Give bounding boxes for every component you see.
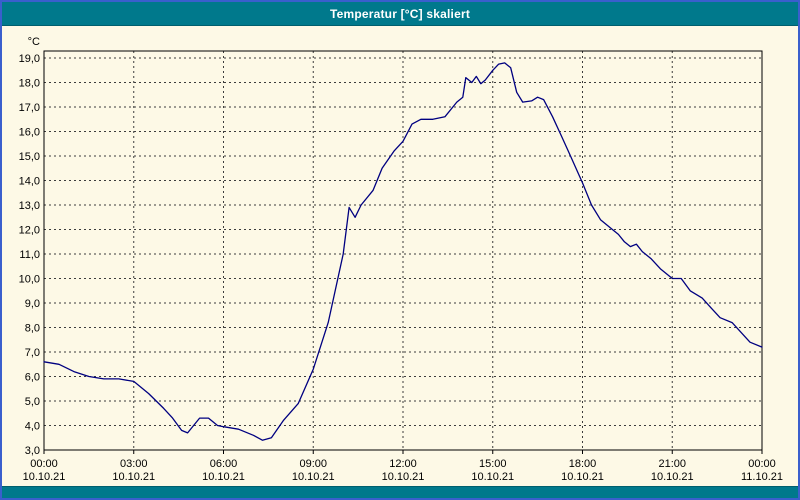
x-tick-date-label: 10.10.21 [23, 471, 66, 483]
plot-border [43, 50, 763, 451]
x-tick-time-label: 03:00 [120, 458, 148, 470]
y-tick-label: 6,0 [25, 372, 40, 384]
y-axis-unit-label: °C [28, 36, 40, 48]
x-tick-date-label: 10.10.21 [471, 471, 514, 483]
temperature-line-chart: 3,0 4,0 5,0 6,0 7,0 8,0 9,0 10,0 11,0 12,0 13,0 14,… [19, 36, 783, 483]
y-tick-label: 19,0 [19, 53, 40, 65]
x-tick-date-label: 10.10.21 [651, 471, 694, 483]
y-tick-label: 13,0 [19, 200, 40, 212]
window-bottombar [2, 486, 798, 498]
x-tick-date-label: 10.10.21 [112, 471, 155, 483]
y-tick-label: 18,0 [19, 78, 40, 90]
x-tick-time-label: 00:00 [30, 458, 58, 470]
y-tick-label: 5,0 [25, 396, 40, 408]
x-tick-time-label: 09:00 [299, 458, 327, 470]
x-tick-date-label: 10.10.21 [382, 471, 425, 483]
x-tick-time-label: 18:00 [569, 458, 597, 470]
x-tick-time-label: 21:00 [658, 458, 686, 470]
y-tick-label: 12,0 [19, 225, 40, 237]
x-tick-date-label: 10.10.21 [561, 471, 604, 483]
y-tick-label: 17,0 [19, 102, 40, 114]
y-tick-label: 11,0 [19, 249, 40, 261]
y-tick-label: 3,0 [25, 445, 40, 457]
y-tick-label: 4,0 [25, 421, 40, 433]
window-title: Temperatur [°C] skaliert [329, 6, 471, 21]
x-tick-time-label: 00:00 [748, 458, 776, 470]
x-tick-date-label: 10.10.21 [292, 471, 335, 483]
y-tick-label: 7,0 [25, 347, 40, 359]
chart-region: 3,0 4,0 5,0 6,0 7,0 8,0 9,0 10,0 11,0 12,0 13,0 14,… [2, 26, 798, 486]
y-tick-label: 15,0 [19, 151, 40, 163]
y-tick-label: 9,0 [25, 298, 40, 310]
x-tick-time-label: 12:00 [389, 458, 417, 470]
temperature-series-line [43, 62, 763, 441]
window-titlebar[interactable]: Temperatur [°C] skaliert [2, 2, 798, 26]
x-tick-date-label: 10.10.21 [202, 471, 245, 483]
y-tick-label: 16,0 [19, 127, 40, 139]
x-tick-time-label: 06:00 [210, 458, 238, 470]
x-tick-time-label: 15:00 [479, 458, 507, 470]
y-tick-label: 8,0 [25, 323, 40, 335]
x-tick-date-label: 11.10.21 [741, 471, 783, 483]
y-tick-label: 14,0 [19, 176, 40, 188]
y-tick-label: 10,0 [19, 274, 40, 286]
